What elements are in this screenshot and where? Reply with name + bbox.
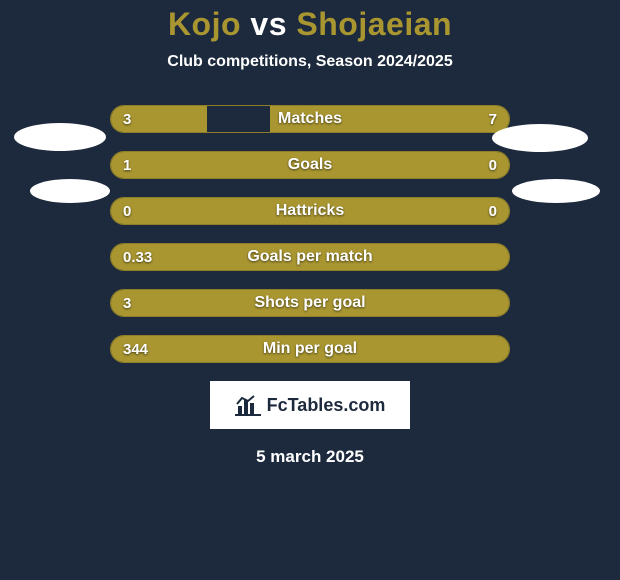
player-photo-placeholder xyxy=(14,123,106,151)
stat-label: Goals xyxy=(111,152,509,178)
stat-row: 344Min per goal xyxy=(110,335,510,363)
stats-container: 37Matches 10Goals 00Hattricks 0.33Goals per… xyxy=(110,105,510,363)
stat-row: 10Goals xyxy=(110,151,510,179)
stat-label: Min per goal xyxy=(111,336,509,362)
subtitle: Club competitions, Season 2024/2025 xyxy=(0,53,620,71)
stat-label: Hattricks xyxy=(111,198,509,224)
comparison-title: Kojo vs Shojaeian xyxy=(0,0,620,43)
stat-row: 00Hattricks xyxy=(110,197,510,225)
fctables-logo: FcTables.com xyxy=(210,381,410,429)
stat-row: 3Shots per goal xyxy=(110,289,510,317)
date: 5 march 2025 xyxy=(0,447,620,467)
stat-label: Matches xyxy=(111,106,509,132)
logo-text: FcTables.com xyxy=(267,395,386,416)
stat-label: Goals per match xyxy=(111,244,509,270)
player-photo-placeholder xyxy=(512,179,600,203)
chart-icon xyxy=(235,394,261,416)
player-b-name: Shojaeian xyxy=(296,6,452,42)
stat-row: 0.33Goals per match xyxy=(110,243,510,271)
vs-separator: vs xyxy=(250,6,287,42)
player-photo-placeholder xyxy=(30,179,110,203)
player-photo-placeholder xyxy=(492,124,588,152)
stat-row: 37Matches xyxy=(110,105,510,133)
player-a-name: Kojo xyxy=(168,6,241,42)
stat-label: Shots per goal xyxy=(111,290,509,316)
